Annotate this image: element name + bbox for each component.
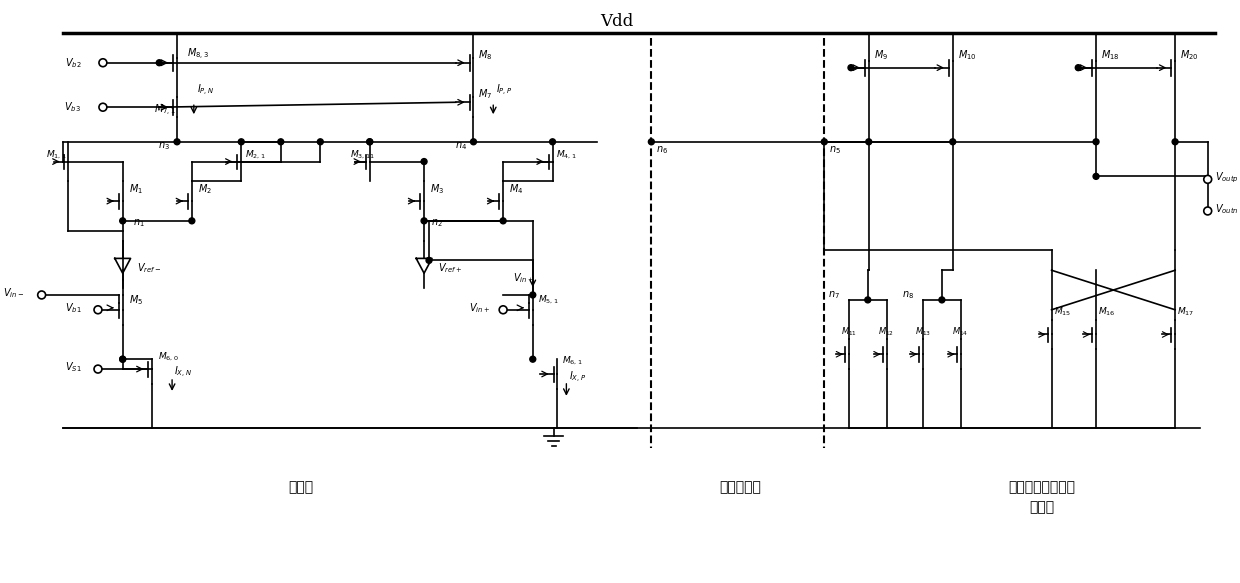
Text: $n_2$: $n_2$ [432,217,443,229]
Text: 输出级: 输出级 [1029,500,1054,514]
Text: $M_{11}$: $M_{11}$ [841,325,857,338]
Circle shape [649,139,655,145]
Circle shape [950,139,956,145]
Text: $M_{20}$: $M_{20}$ [1180,48,1199,62]
Text: $M_{12}$: $M_{12}$ [878,325,894,338]
Circle shape [120,356,125,362]
Circle shape [864,297,870,303]
Circle shape [120,218,125,224]
Text: $I_{P,N}$: $I_{P,N}$ [197,83,215,98]
Text: 电流到电压转换的: 电流到电压转换的 [1008,480,1075,494]
Text: $M_2$: $M_2$ [197,182,212,196]
Text: $I_{X,N}$: $I_{X,N}$ [174,364,192,380]
Text: $M_{15}$: $M_{15}$ [1054,305,1071,318]
Circle shape [94,365,102,373]
Text: $n_8$: $n_8$ [903,289,914,301]
Circle shape [174,139,180,145]
Circle shape [1075,65,1081,71]
Text: $V_{outn}$: $V_{outn}$ [1215,202,1239,216]
Text: $V_{ref-}$: $V_{ref-}$ [136,261,161,275]
Circle shape [848,65,854,71]
Circle shape [188,218,195,224]
Text: $M_{8,3}$: $M_{8,3}$ [187,47,208,62]
Circle shape [529,292,536,298]
Circle shape [866,139,872,145]
Text: $M_5$: $M_5$ [129,293,143,307]
Text: $M_{10}$: $M_{10}$ [957,48,976,62]
Text: $M_{17}$: $M_{17}$ [1177,305,1194,318]
Circle shape [821,139,827,145]
Text: $I_{X,P}$: $I_{X,P}$ [569,370,587,385]
Text: $M_1$: $M_1$ [129,182,143,196]
Circle shape [367,139,373,145]
Circle shape [37,291,46,299]
Text: $V_{in+}$: $V_{in+}$ [513,271,534,285]
Text: $M_{14}$: $M_{14}$ [952,325,968,338]
Circle shape [529,356,536,362]
Text: $n_4$: $n_4$ [455,140,466,152]
Text: $n_5$: $n_5$ [830,144,841,156]
Circle shape [500,306,507,314]
Circle shape [317,139,324,145]
Text: $M_{6,0}$: $M_{6,0}$ [159,351,179,363]
Circle shape [99,103,107,111]
Text: $M_7$: $M_7$ [479,87,492,101]
Text: 电流求和级: 电流求和级 [719,480,761,494]
Circle shape [120,356,125,362]
Text: $n_6$: $n_6$ [656,144,668,156]
Circle shape [99,59,107,66]
Circle shape [500,218,506,224]
Circle shape [94,306,102,314]
Text: $M_{1,1}$: $M_{1,1}$ [46,149,66,161]
Text: $M_{5,1}$: $M_{5,1}$ [538,294,558,306]
Text: Vdd: Vdd [600,13,634,30]
Circle shape [238,139,244,145]
Circle shape [549,139,556,145]
Text: $V_{ref+}$: $V_{ref+}$ [438,261,463,275]
Text: $M_{7,1}$: $M_{7,1}$ [154,103,176,118]
Text: $M_{4,1}$: $M_{4,1}$ [556,149,577,161]
Circle shape [1204,175,1211,183]
Text: $M_{18}$: $M_{18}$ [1101,48,1120,62]
Text: $V_{b3}$: $V_{b3}$ [64,100,81,114]
Text: $V_{b1}$: $V_{b1}$ [64,301,81,315]
Circle shape [1172,139,1178,145]
Circle shape [427,258,432,264]
Text: $M_9$: $M_9$ [874,48,888,62]
Text: $V_{b2}$: $V_{b2}$ [64,56,81,69]
Circle shape [278,139,284,145]
Text: $n_1$: $n_1$ [133,217,144,229]
Text: $M_{3,11}$: $M_{3,11}$ [350,149,374,161]
Circle shape [470,139,476,145]
Circle shape [422,159,427,164]
Text: $I_{P,P}$: $I_{P,P}$ [496,83,513,98]
Text: 输入级: 输入级 [288,480,314,494]
Circle shape [422,218,427,224]
Circle shape [1094,173,1099,180]
Circle shape [156,60,162,66]
Text: $V_{S1}$: $V_{S1}$ [64,360,81,374]
Text: $M_3$: $M_3$ [430,182,444,196]
Text: $M_8$: $M_8$ [479,48,492,62]
Text: $V_{in+}$: $V_{in+}$ [469,301,490,315]
Text: $M_4$: $M_4$ [510,182,523,196]
Circle shape [1204,207,1211,215]
Text: $M_{6,1}$: $M_{6,1}$ [563,355,583,367]
Text: $M_{2,1}$: $M_{2,1}$ [246,149,265,161]
Circle shape [367,139,373,145]
Text: $n_7$: $n_7$ [828,289,841,301]
Circle shape [939,297,945,303]
Text: $V_{outp}$: $V_{outp}$ [1215,170,1239,185]
Text: $M_{16}$: $M_{16}$ [1097,305,1116,318]
Text: $V_{in-}$: $V_{in-}$ [2,286,24,300]
Text: $M_{13}$: $M_{13}$ [915,325,931,338]
Circle shape [1094,139,1099,145]
Text: $n_3$: $n_3$ [159,140,170,152]
